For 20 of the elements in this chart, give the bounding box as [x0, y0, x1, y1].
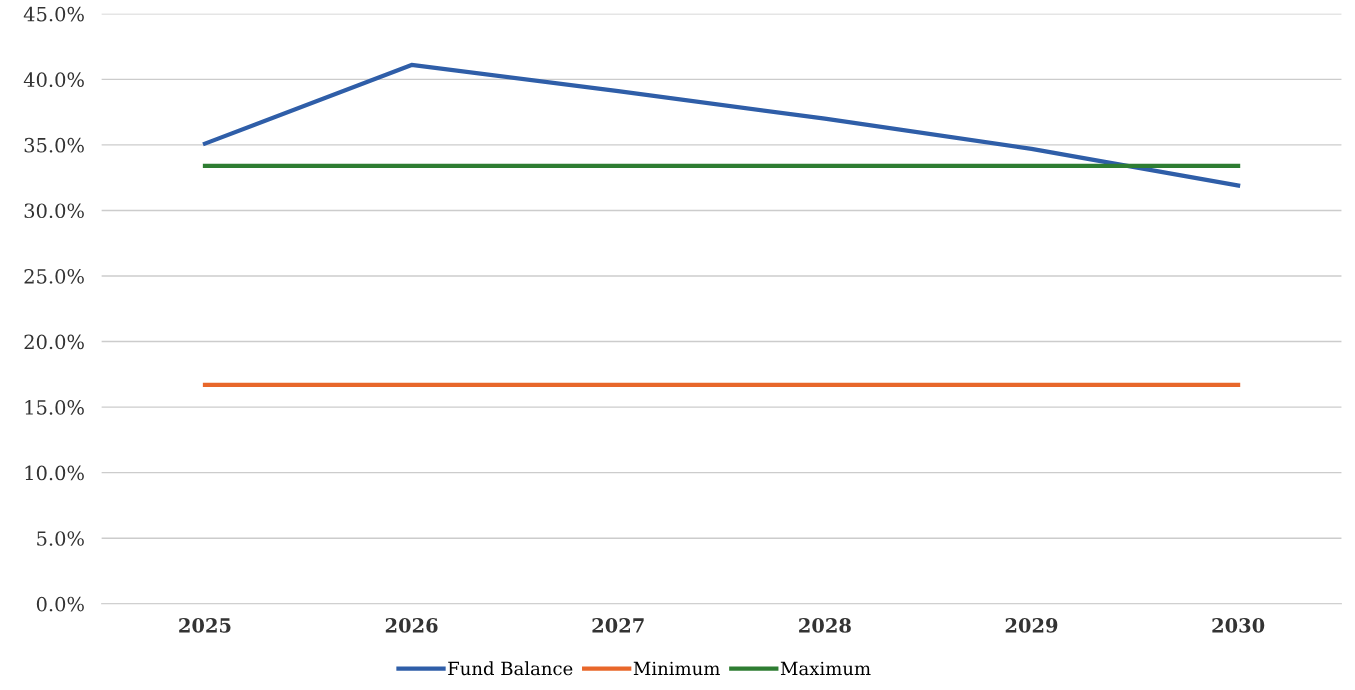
y-tick-label: 40.0% — [23, 72, 84, 88]
y-tick-label: 35.0% — [24, 137, 84, 153]
y-tick-label: 30.0% — [24, 203, 84, 219]
y-tick-label: 0.0% — [36, 596, 84, 612]
x-tick-label: 2030 — [1212, 617, 1265, 633]
y-tick-label: 45.0% — [23, 6, 84, 22]
y-tick-label: 20.0% — [24, 334, 84, 350]
y-tick-label: 10.0% — [25, 465, 84, 481]
y-tick-label: 5.0% — [37, 531, 84, 546]
legend-label: Maximum — [780, 661, 871, 676]
x-tick-label: 2027 — [592, 617, 644, 633]
x-tick-label: 2028 — [799, 617, 851, 633]
legend-label: Fund Balance — [448, 661, 573, 676]
x-tick-label: 2029 — [1005, 617, 1058, 633]
x-tick-label: 2026 — [385, 617, 438, 633]
line-series — [202, 62, 1241, 188]
x-tick-label: 2025 — [179, 617, 231, 633]
y-tick-label: 25.0% — [24, 268, 84, 284]
legend-label: Minimum — [633, 661, 720, 676]
y-tick-label: 15.0% — [25, 400, 84, 415]
